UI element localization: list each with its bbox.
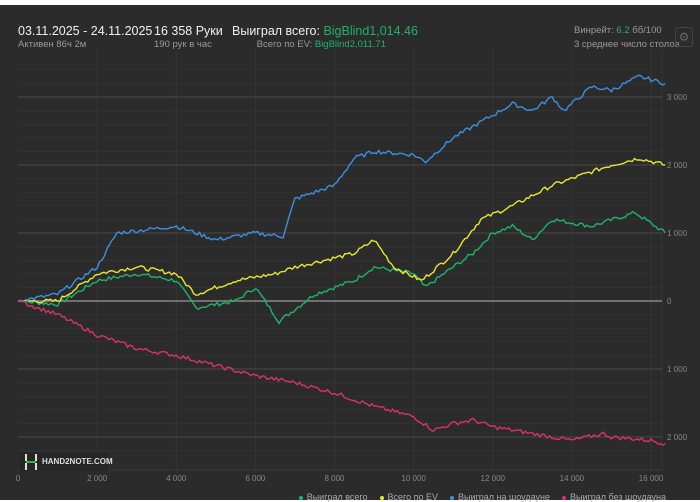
- chart-legend: Выиграл всего Всего по EV Выиграл на шоуда…: [298, 492, 666, 502]
- won-total: Выиграл всего: BigBlind1,014.46: [232, 24, 418, 38]
- legend-label: Выиграл всего: [306, 492, 368, 502]
- legend-dot-icon: [562, 495, 566, 500]
- legend-dot-icon: [298, 495, 303, 500]
- winrate-label: Винрейт:: [574, 25, 614, 36]
- results-chart: 3 000 2 000 1 000 0 1 000 2 000 0 2 000 4 000 6 0…: [16, 50, 688, 483]
- hands-per-hour: 190 рук в час: [154, 39, 212, 50]
- legend-item[interactable]: Выиграл всего: [298, 492, 368, 502]
- legend-item[interactable]: Выиграл без шоудауна: [562, 492, 666, 502]
- legend-dot-icon: [379, 495, 384, 500]
- y-tick-label: 3 000: [667, 93, 688, 102]
- ev-total: Всего по EV: BigBlind2,011.71: [257, 39, 386, 50]
- series-line-2: [17, 74, 666, 303]
- ev-value: BigBlind2,011.71: [314, 39, 386, 50]
- y-tick-label: 2 000: [667, 433, 688, 442]
- y-tick-label: 1 000: [667, 229, 688, 238]
- date-range[interactable]: 03.11.2025 - 24.11.2025: [18, 24, 153, 38]
- x-tick-label: 0: [16, 474, 21, 483]
- logo-mark-icon: [25, 454, 37, 470]
- graph-panel: 3 000 2 000 1 000 0 1 000 2 000 0 2 000 4 000 6 0…: [0, 5, 700, 502]
- legend-item[interactable]: Всего по EV: [379, 492, 439, 502]
- ev-label: Всего по EV:: [256, 39, 313, 50]
- x-tick-label: 4 000: [166, 474, 187, 483]
- logo-text: HAND2NOTE.COM: [42, 457, 113, 466]
- hands-count: 16 358 Руки: [154, 24, 223, 38]
- y-tick-label: 1 000: [667, 365, 688, 374]
- y-tick-label: 2 000: [667, 161, 688, 170]
- x-tick-label: 12 000: [481, 474, 506, 483]
- legend-item[interactable]: Выиграл на шоудауне: [450, 492, 550, 502]
- series-line-1: [17, 157, 666, 304]
- x-tick-label: 14 000: [560, 474, 585, 483]
- series-line-0: [17, 210, 666, 325]
- legend-label: Всего по EV: [387, 492, 439, 502]
- x-tick-label: 8 000: [324, 474, 345, 483]
- x-tick-label: 6 000: [245, 474, 266, 483]
- avg-tables: 3 среднее число столов: [574, 39, 680, 50]
- active-time: Активен 86ч 2м: [18, 39, 87, 50]
- won-value: BigBlind1,014.46: [323, 24, 418, 38]
- logo: HAND2NOTE.COM: [20, 453, 113, 471]
- legend-dot-icon: [450, 495, 455, 500]
- winrate-value: 6.2: [616, 25, 630, 36]
- gear-icon[interactable]: ⚙: [675, 27, 693, 47]
- legend-label: Выиграл без шоудауна: [570, 492, 666, 502]
- x-tick-label: 10 000: [401, 474, 426, 483]
- series-line-3: [17, 299, 666, 446]
- won-label: Выиграл всего:: [232, 24, 320, 38]
- winrate-unit: бб/100: [632, 25, 662, 36]
- legend-label: Выиграл на шоудауне: [458, 492, 550, 502]
- x-tick-label: 16 000: [639, 474, 664, 483]
- y-tick-label: 0: [667, 297, 672, 306]
- x-tick-label: 2 000: [87, 474, 108, 483]
- winrate: Винрейт: 6.2 бб/100: [574, 25, 662, 36]
